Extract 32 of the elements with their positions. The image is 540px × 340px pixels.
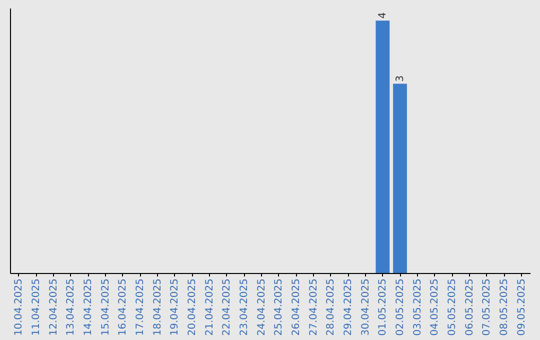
x-tick-label: 17.04.2025 [135, 278, 146, 336]
x-tick-label: 05.05.2025 [447, 278, 458, 336]
x-tick-label: 15.04.2025 [100, 278, 112, 336]
x-tick-label: 04.05.2025 [430, 278, 441, 336]
x-tick-label: 24.04.2025 [256, 278, 268, 336]
data-label: 3 [395, 75, 406, 82]
x-tick-label: 14.04.2025 [83, 278, 94, 336]
x-tick-label: 26.04.2025 [291, 278, 302, 336]
x-tick-label: 29.04.2025 [343, 278, 354, 336]
x-tick-label: 22.04.2025 [222, 278, 233, 336]
x-tick-label: 10.04.2025 [14, 278, 25, 336]
x-tick-label: 01.05.2025 [378, 278, 389, 336]
x-tick-label: 06.05.2025 [464, 278, 476, 336]
x-tick-label: 27.04.2025 [308, 278, 320, 336]
x-tick-label: 16.04.2025 [118, 278, 129, 336]
x-tick-label: 23.04.2025 [239, 278, 250, 336]
x-tick-label: 19.04.2025 [170, 278, 181, 336]
x-tick-label: 07.05.2025 [482, 278, 493, 336]
x-tick-label: 02.05.2025 [395, 278, 406, 336]
x-tick-label: 08.05.2025 [499, 278, 510, 336]
x-tick-label: 28.04.2025 [326, 278, 337, 336]
x-tick-label: 12.04.2025 [48, 278, 60, 336]
x-tick-label: 09.05.2025 [516, 278, 528, 336]
x-tick-label: 25.04.2025 [274, 278, 285, 336]
data-label: 4 [378, 12, 389, 19]
x-tick-label: 20.04.2025 [187, 278, 198, 336]
x-tick-label: 03.05.2025 [412, 278, 424, 336]
x-tick-label: 11.04.2025 [31, 278, 42, 336]
x-tick-label: 18.04.2025 [152, 278, 164, 336]
x-tick-label: 13.04.2025 [66, 278, 77, 336]
x-tick-label: 21.04.2025 [204, 278, 216, 336]
x-tick-label: 30.04.2025 [360, 278, 372, 336]
